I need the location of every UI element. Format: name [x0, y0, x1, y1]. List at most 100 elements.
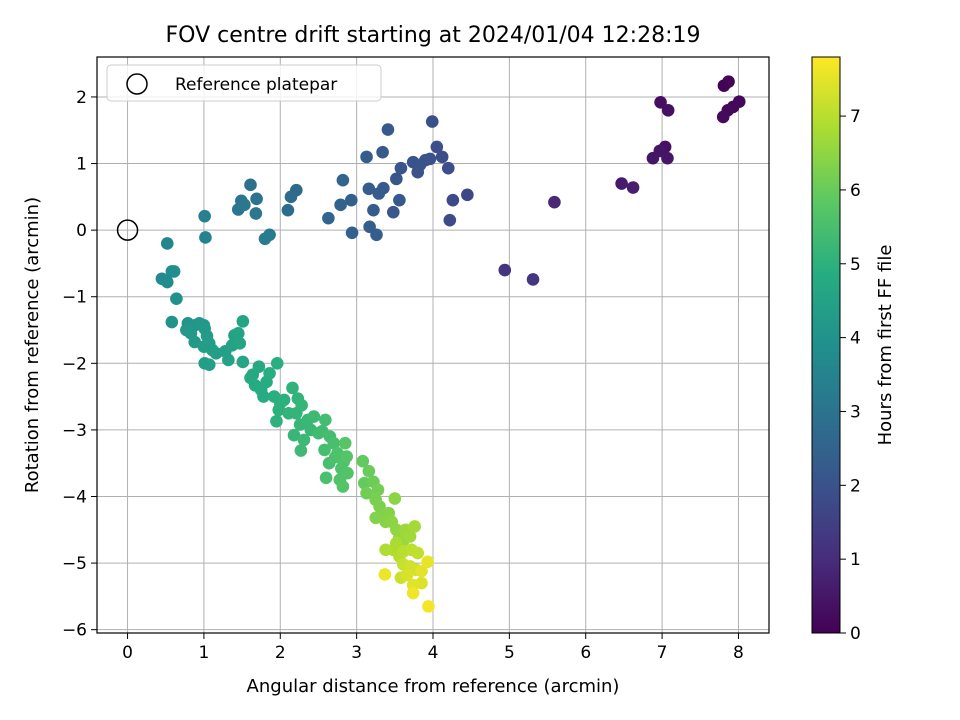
data-point	[233, 337, 247, 350]
data-point	[231, 327, 245, 340]
data-point	[435, 150, 449, 164]
data-point	[327, 436, 341, 450]
colorbar-tick-label: 7	[850, 107, 861, 127]
data-point	[258, 232, 272, 246]
data-point	[287, 428, 301, 442]
data-point	[160, 275, 174, 289]
data-point	[388, 492, 402, 505]
data-point	[360, 486, 373, 500]
data-point	[252, 360, 266, 373]
data-point	[160, 237, 174, 250]
x-axis-ticks: 0 1 2 3 4 5 6 7 8	[122, 633, 744, 663]
data-point	[408, 520, 421, 533]
data-point	[386, 205, 400, 219]
data-point	[403, 530, 417, 543]
y-axis-label: Rotation from reference (arcmin)	[22, 197, 43, 493]
data-point	[430, 140, 444, 154]
data-point	[526, 273, 540, 286]
colorbar-tick-label: 0	[850, 624, 861, 644]
x-tick-label: 6	[580, 643, 591, 663]
data-point	[443, 213, 457, 227]
data-point	[222, 353, 235, 367]
data-point	[286, 381, 299, 395]
data-point	[345, 226, 359, 240]
reference-platepar-marker	[116, 219, 139, 241]
y-tick-label: −2	[62, 354, 87, 374]
x-axis-label: Angular distance from reference (arcmin)	[247, 676, 620, 697]
x-tick-label: 1	[198, 643, 209, 663]
data-point	[390, 172, 403, 186]
colorbar-tick-label: 5	[850, 255, 861, 275]
data-point	[362, 464, 376, 478]
data-point	[381, 123, 395, 136]
x-tick-label: 2	[275, 643, 286, 663]
data-point	[277, 393, 291, 407]
y-axis-ticks: −6 −5 −4 −3 −2 −1 0 1 2	[62, 88, 97, 641]
data-point	[198, 209, 211, 223]
data-point	[548, 195, 561, 209]
data-point	[295, 398, 308, 412]
data-point	[322, 211, 335, 225]
data-point	[244, 178, 257, 192]
data-point	[250, 192, 263, 206]
legend-reference-marker	[126, 73, 148, 95]
data-point	[421, 555, 434, 569]
data-point	[167, 265, 181, 278]
data-point	[341, 466, 354, 480]
data-point	[319, 413, 332, 427]
chart-title: FOV centre drift starting at 2024/01/04 …	[166, 23, 701, 48]
x-tick-label: 7	[657, 643, 668, 663]
y-tick-label: 2	[76, 88, 87, 108]
data-point	[307, 410, 321, 423]
data-point	[362, 182, 376, 196]
data-point	[378, 568, 392, 581]
colorbar-tick-label: 1	[850, 550, 861, 570]
x-tick-label: 3	[351, 643, 362, 663]
colorbar	[811, 56, 841, 634]
data-point	[318, 443, 331, 457]
data-point	[415, 564, 428, 578]
data-point	[661, 151, 674, 165]
data-point	[338, 436, 352, 450]
data-point	[370, 228, 383, 242]
y-tick-label: 0	[76, 221, 87, 241]
data-point	[238, 198, 251, 212]
data-point	[356, 454, 370, 468]
data-point	[411, 546, 425, 560]
data-point	[272, 403, 286, 417]
data-point	[336, 480, 350, 493]
legend-reference-label: Reference platepar	[175, 75, 337, 95]
colorbar-ticks: 0 1 2 3 4 5 6 7	[840, 107, 861, 644]
data-point	[281, 203, 295, 217]
data-point	[199, 231, 212, 244]
data-point	[732, 95, 746, 108]
data-point	[498, 263, 512, 277]
data-point	[371, 483, 385, 497]
colorbar-label: Hours from first FF file	[875, 245, 896, 446]
data-point	[367, 203, 380, 217]
data-point	[626, 181, 640, 194]
data-point	[446, 193, 460, 207]
data-point	[406, 586, 420, 600]
colorbar-tick-label: 6	[850, 181, 861, 201]
y-tick-label: 1	[76, 155, 87, 175]
data-point	[319, 471, 333, 485]
x-tick-label: 5	[504, 643, 515, 663]
data-point	[334, 198, 347, 212]
data-point	[400, 568, 414, 582]
data-point	[646, 151, 660, 165]
data-point	[344, 193, 358, 207]
data-point	[425, 115, 439, 128]
data-point	[202, 358, 216, 371]
data-point	[336, 173, 350, 187]
y-tick-label: −3	[62, 421, 87, 441]
data-point	[297, 433, 311, 447]
data-point	[270, 414, 283, 428]
legend-box	[106, 64, 382, 102]
legend: Reference platepar	[106, 64, 382, 102]
data-points	[155, 75, 746, 613]
data-point	[270, 357, 284, 370]
data-point	[376, 145, 389, 159]
x-tick-label: 4	[428, 643, 439, 663]
